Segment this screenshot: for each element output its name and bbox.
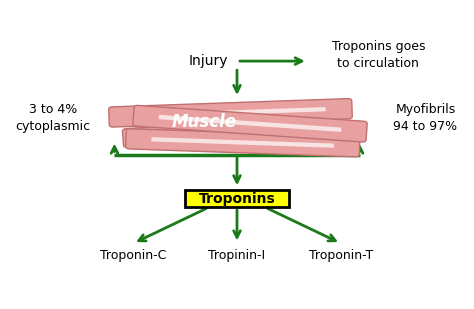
Text: Myofibrils
94 to 97%: Myofibrils 94 to 97% [393, 103, 457, 133]
FancyBboxPatch shape [185, 190, 289, 207]
Text: Muscle: Muscle [172, 113, 237, 131]
Text: Troponins goes
to circulation: Troponins goes to circulation [332, 40, 425, 70]
Text: Troponins: Troponins [199, 192, 275, 206]
FancyBboxPatch shape [146, 123, 314, 138]
Text: Troponin-C: Troponin-C [100, 249, 166, 262]
Text: 3 to 4%
cytoplasmic: 3 to 4% cytoplasmic [16, 103, 91, 133]
Text: Troponin-T: Troponin-T [309, 249, 373, 262]
FancyBboxPatch shape [126, 129, 360, 157]
FancyBboxPatch shape [133, 105, 367, 142]
FancyBboxPatch shape [109, 99, 352, 127]
Text: Tropinin-I: Tropinin-I [209, 249, 265, 262]
FancyBboxPatch shape [159, 115, 341, 132]
Text: Injury: Injury [189, 54, 228, 68]
FancyBboxPatch shape [151, 137, 334, 148]
FancyBboxPatch shape [135, 107, 326, 118]
FancyBboxPatch shape [122, 114, 338, 147]
